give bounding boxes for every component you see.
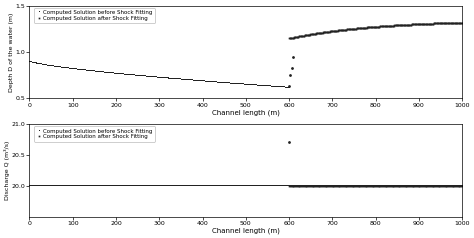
Computed Solution after Shock Fitting bbox=[432, 22, 438, 25]
Legend: Computed Solution before Shock Fitting, Computed Solution after Shock Fitting: Computed Solution before Shock Fitting, … bbox=[34, 126, 155, 142]
Computed Solution after Shock Fitting bbox=[287, 37, 292, 40]
Computed Solution after Shock Fitting bbox=[451, 185, 456, 188]
Line: Computed Solution after Shock Fitting: Computed Solution after Shock Fitting bbox=[288, 22, 463, 39]
Legend: Computed Solution before Shock Fitting, Computed Solution after Shock Fitting: Computed Solution before Shock Fitting, … bbox=[34, 8, 155, 23]
Line: Computed Solution before Shock Fitting: Computed Solution before Shock Fitting bbox=[28, 61, 290, 89]
Computed Solution before Shock Fitting bbox=[27, 61, 33, 64]
Computed Solution before Shock Fitting bbox=[381, 185, 387, 188]
Computed Solution before Shock Fitting bbox=[261, 185, 266, 188]
Computed Solution before Shock Fitting bbox=[180, 78, 186, 81]
Computed Solution after Shock Fitting bbox=[389, 24, 394, 27]
Computed Solution before Shock Fitting bbox=[262, 85, 268, 88]
Computed Solution before Shock Fitting bbox=[181, 78, 187, 81]
Computed Solution before Shock Fitting bbox=[232, 185, 238, 188]
Computed Solution before Shock Fitting bbox=[235, 185, 240, 188]
Computed Solution after Shock Fitting bbox=[297, 185, 302, 188]
X-axis label: Channel length (m): Channel length (m) bbox=[212, 109, 280, 115]
Line: Computed Solution before Shock Fitting: Computed Solution before Shock Fitting bbox=[28, 185, 463, 187]
Computed Solution before Shock Fitting bbox=[449, 185, 455, 188]
Y-axis label: Depth D of the water (m): Depth D of the water (m) bbox=[9, 13, 14, 92]
Computed Solution before Shock Fitting bbox=[27, 60, 32, 63]
Computed Solution after Shock Fitting bbox=[459, 185, 465, 188]
Computed Solution after Shock Fitting bbox=[459, 21, 465, 24]
Computed Solution before Shock Fitting bbox=[27, 185, 32, 188]
Computed Solution before Shock Fitting bbox=[286, 86, 292, 89]
Computed Solution after Shock Fitting bbox=[319, 185, 324, 188]
Computed Solution before Shock Fitting bbox=[284, 185, 290, 188]
Y-axis label: Discharge Q (m³/s): Discharge Q (m³/s) bbox=[4, 141, 10, 200]
Computed Solution before Shock Fitting bbox=[459, 185, 465, 188]
Computed Solution after Shock Fitting bbox=[392, 24, 398, 27]
Computed Solution before Shock Fitting bbox=[246, 84, 251, 86]
X-axis label: Channel length (m): Channel length (m) bbox=[212, 227, 280, 234]
Computed Solution after Shock Fitting bbox=[445, 185, 450, 188]
Computed Solution after Shock Fitting bbox=[286, 37, 292, 40]
Computed Solution after Shock Fitting bbox=[286, 185, 292, 188]
Computed Solution before Shock Fitting bbox=[185, 79, 191, 82]
Computed Solution after Shock Fitting bbox=[389, 24, 395, 27]
Line: Computed Solution after Shock Fitting: Computed Solution after Shock Fitting bbox=[288, 185, 463, 187]
Computed Solution after Shock Fitting bbox=[332, 185, 338, 188]
Computed Solution after Shock Fitting bbox=[293, 185, 299, 188]
Computed Solution after Shock Fitting bbox=[443, 22, 449, 25]
